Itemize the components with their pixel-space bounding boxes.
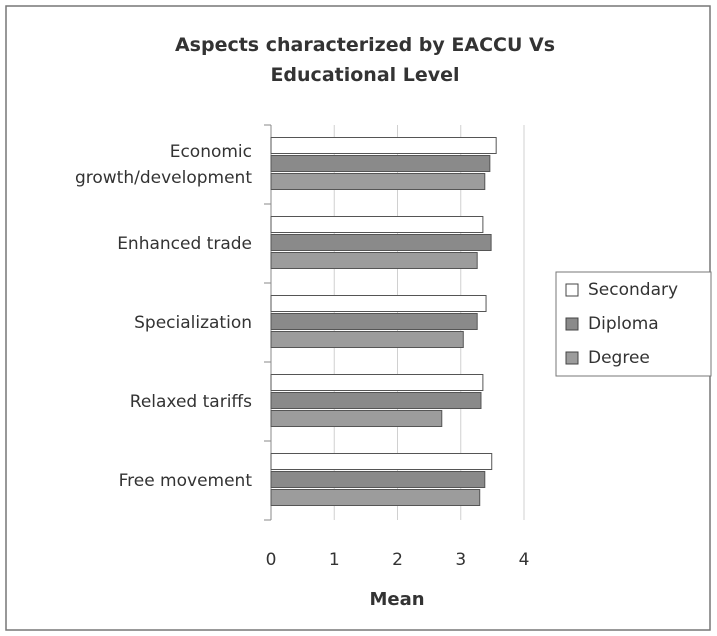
y-tick-label: Economic growth/development (74, 141, 252, 188)
y-tick-label: Enhanced trade (117, 233, 252, 254)
bar (270, 453, 493, 470)
legend-label: Secondary (588, 280, 678, 300)
y-tick-label: Free movement (118, 470, 252, 491)
bar (270, 137, 497, 154)
legend-swatch (565, 317, 579, 331)
bar (270, 216, 484, 233)
x-tick-label: 3 (455, 550, 466, 570)
legend-box (555, 271, 712, 377)
bar (270, 313, 478, 330)
y-tick-label: Relaxed tariffs (129, 391, 252, 412)
legend-swatch (565, 283, 579, 297)
bar (270, 410, 443, 427)
bar (270, 374, 484, 391)
bar (270, 331, 464, 348)
legend-label: Diploma (588, 314, 659, 334)
bar (270, 295, 487, 312)
bar (270, 155, 491, 172)
bar (270, 173, 486, 190)
bar (270, 252, 478, 269)
y-tick-label: Specialization (134, 312, 252, 333)
bar (270, 234, 492, 251)
x-tick-label: 0 (266, 550, 277, 570)
x-tick-label: 4 (519, 550, 530, 570)
x-axis-label: Mean (369, 589, 424, 610)
x-tick-label: 2 (392, 550, 403, 570)
bar (270, 392, 482, 409)
chart-title: Aspects characterized by EACCU Vs Educati… (175, 34, 555, 86)
legend-label: Degree (588, 348, 650, 368)
bar (270, 471, 486, 488)
bar (270, 489, 481, 506)
legend-swatch (565, 351, 579, 365)
x-tick-label: 1 (329, 550, 340, 570)
